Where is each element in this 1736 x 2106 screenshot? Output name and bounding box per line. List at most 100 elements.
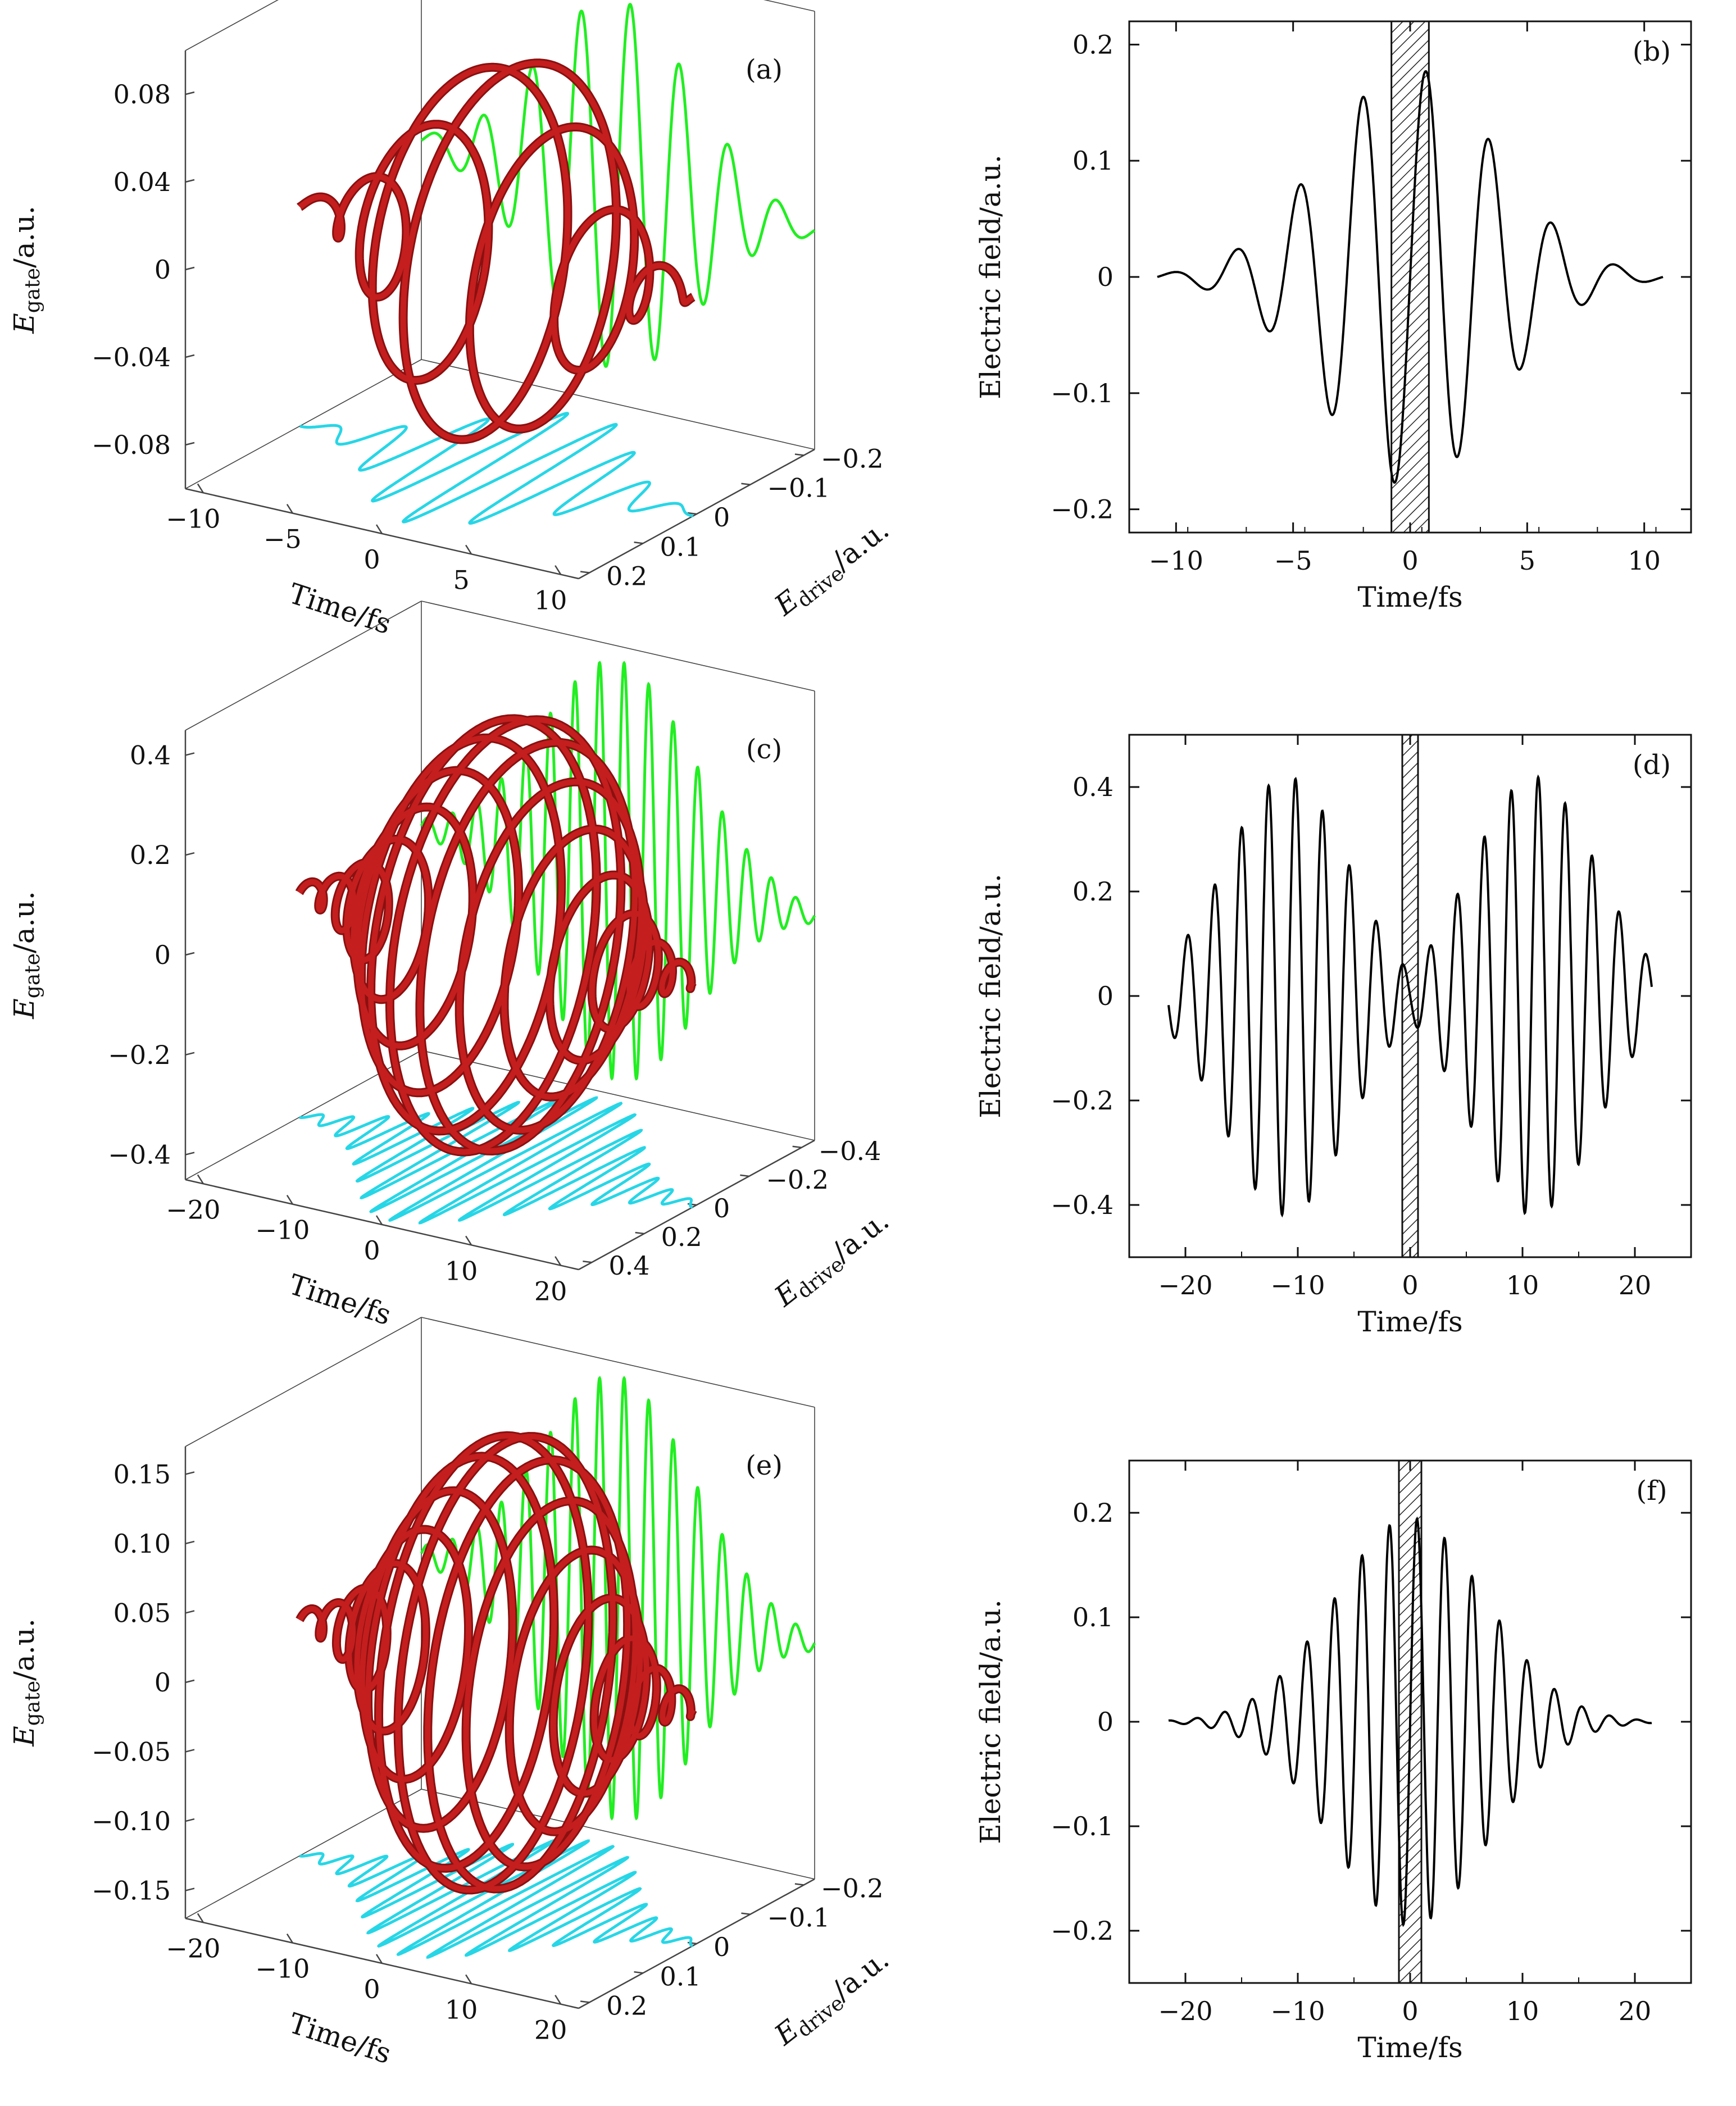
x-axis-label: Time/fs [1357, 2031, 1462, 2064]
drive-tick-label: −0.4 [819, 1136, 881, 1166]
drive-tick-label: −0.2 [766, 1165, 829, 1195]
drive-axis-label: Edrive/a.u. [768, 1204, 897, 1316]
drive-tick-label: 0.2 [606, 561, 647, 592]
drive-tick-mark [583, 1260, 592, 1263]
drive-tick-label: −0.1 [767, 473, 830, 503]
gate-tick-label: −0.2 [108, 1040, 171, 1070]
gate-tick-mark [185, 1818, 195, 1822]
gate-tick-label: 0.15 [113, 1459, 171, 1489]
drive-tick-mark [687, 512, 697, 515]
drive-tick-mark [741, 483, 751, 485]
x-axis-label: Time/fs [1357, 1306, 1462, 1338]
box-edge [421, 359, 815, 450]
y-tick-label: 0.1 [1072, 145, 1114, 176]
box-edge [421, 1317, 815, 1408]
x-tick-label: 10 [1506, 1996, 1539, 2026]
drive-tick-label: 0.2 [606, 1991, 647, 2021]
gate-tick-mark [185, 1052, 195, 1056]
x-tick-label: −20 [1158, 1270, 1212, 1300]
gate-tick-mark [185, 1887, 195, 1891]
y-axis-label: Electric field/a.u. [974, 154, 1007, 399]
panel-label: (d) [1633, 749, 1671, 781]
x-tick-label: −10 [1270, 1270, 1325, 1300]
box-edge [185, 1317, 422, 1447]
drive-tick-label: 0.4 [608, 1250, 649, 1281]
time-tick-mark [465, 1235, 472, 1246]
waveform-line [1157, 70, 1664, 484]
time-tick-label: 0 [363, 1974, 380, 2004]
gate-tick-label: 0.08 [113, 79, 171, 110]
time-tick-mark [375, 1215, 383, 1225]
drive-tick-mark [634, 1971, 643, 1974]
gate-tick-mark [185, 752, 195, 756]
panel-a-3d-chart: 0.08 0.04 0 −0.04 −0.08 −10 −5 0 5 10 0.2 0.1 0 −0.1−… [8, 0, 897, 640]
drive-tick-label: 0 [714, 1193, 730, 1223]
drive-axis-label: Edrive/a.u. [768, 513, 897, 625]
waveform-line [1167, 774, 1653, 1218]
panel-c-3d-chart: 0.40.20−0.2−0.4−20−10010200.40.20−0.2−0.… [8, 601, 897, 1331]
x-tick-label: 0 [1402, 1270, 1418, 1300]
gate-tick-mark [185, 1152, 195, 1156]
gate-tick-mark [185, 91, 195, 95]
gate-tick-label: −0.08 [92, 430, 171, 460]
time-tick-label: −10 [166, 503, 220, 534]
time-tick-label: 20 [534, 1276, 567, 1307]
helix-curve [297, 716, 696, 1155]
y-tick-label: 0.2 [1072, 876, 1114, 907]
drive-tick-mark [794, 453, 805, 456]
y-axis-label: Electric field/a.u. [974, 1599, 1007, 1844]
time-axis-label: Time/fs [285, 1268, 395, 1331]
x-tick-label: 0 [1402, 545, 1418, 576]
time-tick-mark [286, 503, 293, 514]
gate-tick-label: 0.10 [113, 1529, 171, 1559]
drive-tick-label: 0.1 [660, 531, 701, 562]
drive-tick-mark [635, 1231, 644, 1235]
panel-label: (f) [1636, 1475, 1667, 1507]
gate-tick-label: 0 [154, 1667, 171, 1698]
time-tick-label: 20 [534, 2015, 567, 2045]
time-tick-mark [197, 1913, 204, 1923]
time-tick-label: 0 [363, 544, 380, 575]
panel-d-line-chart: −20 −10 0 10 20 0.4 0.2 0 −0.2 −0.4 Time/fs Electri… [974, 734, 1692, 1338]
time-tick-mark [197, 1174, 204, 1184]
gate-tick-label: 0.2 [130, 840, 171, 870]
gate-tick-mark [185, 1749, 195, 1753]
drive-tick-mark [741, 1912, 751, 1915]
time-tick-mark [555, 1995, 562, 2005]
drive-projection-curve [299, 1839, 693, 1959]
time-axis-label: Time/fs [285, 2007, 395, 2070]
gate-tick-label: 0 [154, 940, 171, 970]
x-tick-label: −5 [1274, 545, 1312, 576]
y-tick-label: 0 [1097, 1707, 1114, 1737]
time-tick-label: 10 [445, 1994, 478, 2025]
gate-tick-mark [185, 1540, 195, 1545]
gate-tick-mark [185, 266, 195, 271]
gate-tick-mark [185, 1471, 195, 1475]
y-tick-label: 0.4 [1072, 772, 1114, 802]
time-tick-label: 10 [445, 1256, 478, 1286]
box-edge [185, 359, 422, 489]
drive-tick-mark [794, 1883, 805, 1886]
y-tick-label: −0.1 [1051, 1811, 1114, 1841]
gate-tick-mark [185, 952, 195, 956]
x-tick-label: −20 [1158, 1996, 1212, 2026]
drive-tick-label: −0.2 [821, 1873, 884, 1903]
time-tick-mark [465, 544, 472, 555]
time-tick-label: −10 [255, 1215, 310, 1245]
gate-tick-label: 0.4 [130, 740, 171, 770]
panel-e-3d-chart: 0.150.100.050−0.05−0.10−0.15−20−10010200… [8, 1317, 895, 2070]
gate-tick-mark [185, 852, 195, 856]
gate-tick-label: −0.4 [108, 1140, 171, 1170]
y-tick-label: 0.2 [1072, 1498, 1114, 1528]
y-tick-label: 0 [1097, 262, 1114, 292]
y-tick-label: 0.2 [1072, 29, 1114, 60]
panel-label: (a) [746, 54, 783, 85]
panel-b-line-chart: −10 −5 0 5 10 0.2 0.1 0 −0.1 −0.2 Time/fs Electric … [974, 20, 1692, 613]
box-edge [185, 0, 279, 51]
gate-tick-label: −0.04 [92, 342, 171, 372]
drive-tick-label: 0 [714, 502, 730, 533]
gate-tick-label: −0.15 [92, 1876, 171, 1906]
time-tick-mark [465, 1974, 472, 1985]
time-tick-label: 0 [363, 1235, 380, 1266]
time-tick-mark [286, 1194, 293, 1205]
